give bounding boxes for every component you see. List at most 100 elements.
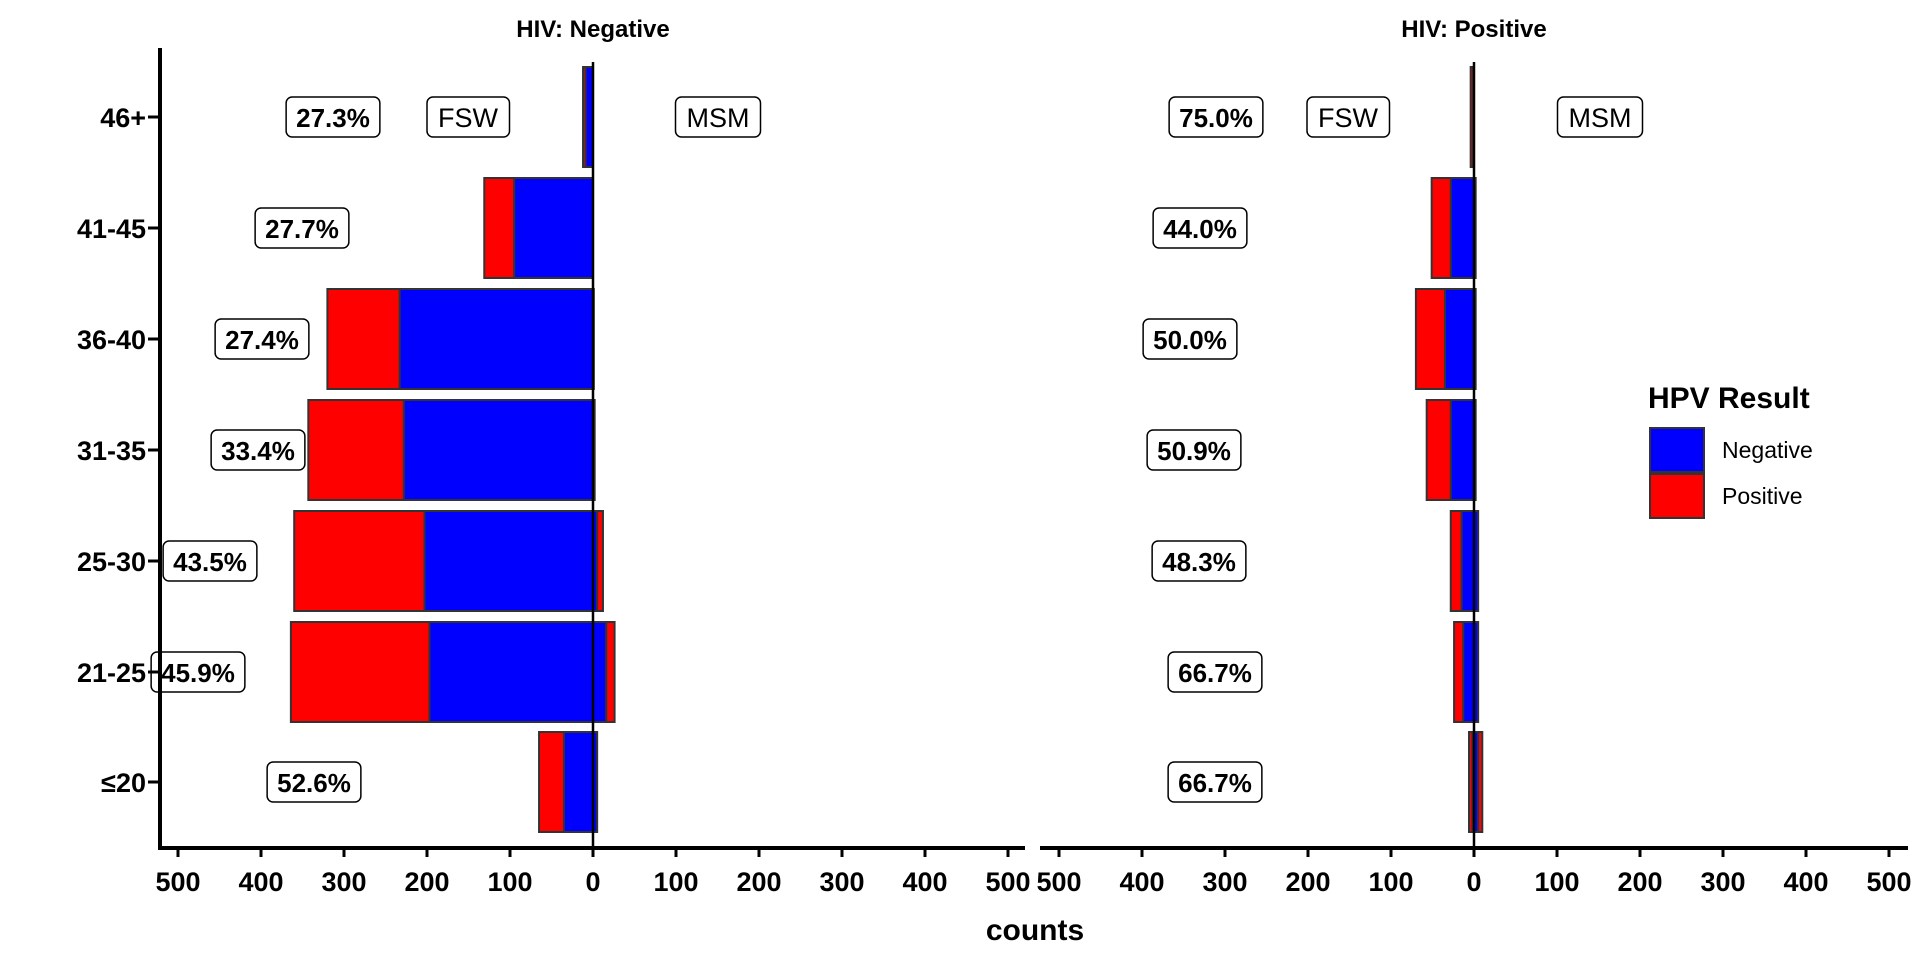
percent-label-box <box>1168 96 1264 138</box>
x-tick-label: 100 <box>487 867 532 897</box>
x-tick-label: 500 <box>1866 867 1911 897</box>
percent-label: 48.3% <box>1162 547 1236 577</box>
bar-positive-fsw-31-35 <box>307 399 405 501</box>
x-axis-title: counts <box>986 914 1084 947</box>
bar-negative-fsw-21-25 <box>1462 621 1475 723</box>
x-tick-label: 100 <box>653 867 698 897</box>
bar-positive-msm-25-30 <box>596 510 604 612</box>
y-tick-label: 21-25 <box>77 658 146 688</box>
bar-positive-fsw-41-45 <box>483 177 516 279</box>
percent-label: 52.6% <box>277 768 351 798</box>
bar-negative-fsw-25-30 <box>423 510 595 612</box>
x-tick-label: 200 <box>736 867 781 897</box>
y-tick-label: ≤20 <box>101 768 146 798</box>
bar-positive-fsw-25-30 <box>293 510 426 612</box>
legend-title: HPV Result <box>1648 382 1810 415</box>
y-tick-label: 31-35 <box>77 436 146 466</box>
group-label-fsw: FSW <box>438 103 499 133</box>
percent-label: 27.7% <box>265 214 339 244</box>
bar-negative-fsw-36-40 <box>1443 288 1475 390</box>
bar-positive-msm-≤20 <box>1477 731 1484 833</box>
percent-label: 27.3% <box>296 103 370 133</box>
x-tick-label: 100 <box>1534 867 1579 897</box>
facet-title-hiv-positive: HIV: Positive <box>1401 16 1546 43</box>
x-tick-label: 400 <box>238 867 283 897</box>
percent-label: 43.5% <box>173 547 247 577</box>
percent-label: 45.9% <box>161 658 235 688</box>
legend-swatch-positive <box>1649 473 1705 519</box>
bar-positive-fsw-36-40 <box>326 288 401 390</box>
x-tick-label: 500 <box>985 867 1030 897</box>
x-tick-label: 300 <box>1202 867 1247 897</box>
legend-label-negative: Negative <box>1722 437 1813 463</box>
group-label-fsw: FSW <box>1318 103 1379 133</box>
bar-positive-fsw-≤20 <box>1468 731 1474 833</box>
x-tick-label: 400 <box>1783 867 1828 897</box>
percent-label-box <box>266 761 362 803</box>
percent-label: 50.9% <box>1157 436 1231 466</box>
bar-negative-fsw-31-35 <box>1449 399 1476 501</box>
y-tick-label: 41-45 <box>77 214 146 244</box>
group-label-box <box>426 96 511 138</box>
percent-label: 66.7% <box>1178 768 1252 798</box>
bar-negative-fsw-21-25 <box>428 621 594 723</box>
percent-label-box <box>214 318 310 360</box>
x-tick-label: 300 <box>819 867 864 897</box>
x-tick-label: 200 <box>1285 867 1330 897</box>
percent-label: 75.0% <box>1179 103 1253 133</box>
bar-negative-fsw-36-40 <box>398 288 594 390</box>
y-tick-label: 25-30 <box>77 547 146 577</box>
bar-positive-fsw-21-25 <box>1453 621 1465 723</box>
percent-label-box <box>254 207 350 249</box>
x-tick-label: 0 <box>585 867 600 897</box>
group-label-box <box>1556 96 1644 138</box>
group-label-box <box>674 96 762 138</box>
x-tick-label: 300 <box>321 867 366 897</box>
percent-label-box <box>1167 651 1263 693</box>
percent-label-box <box>1142 318 1238 360</box>
x-tick-label: 300 <box>1700 867 1745 897</box>
x-tick-label: 200 <box>1617 867 1662 897</box>
bar-negative-msm-21-25 <box>592 621 608 723</box>
x-tick-label: 100 <box>1368 867 1413 897</box>
percent-label-box <box>1152 207 1248 249</box>
group-label-msm: MSM <box>687 103 750 133</box>
percent-label: 44.0% <box>1163 214 1237 244</box>
bar-positive-fsw-25-30 <box>1449 510 1463 612</box>
bar-negative-fsw-31-35 <box>402 399 595 501</box>
percent-label: 33.4% <box>221 436 295 466</box>
bar-positive-fsw-41-45 <box>1430 177 1452 279</box>
percent-label: 66.7% <box>1178 658 1252 688</box>
bar-positive-fsw-31-35 <box>1425 399 1452 501</box>
y-tick-label: 36-40 <box>77 325 146 355</box>
bar-negative-fsw-41-45 <box>513 177 595 279</box>
percent-label-box <box>162 540 258 582</box>
x-tick-label: 500 <box>155 867 200 897</box>
group-label-box <box>1306 96 1391 138</box>
bar-negative-fsw-≤20 <box>562 731 595 833</box>
bar-negative-fsw-25-30 <box>1460 510 1476 612</box>
percent-label-box <box>210 429 306 471</box>
bar-positive-fsw-46+ <box>582 66 587 168</box>
group-label-msm: MSM <box>1569 103 1632 133</box>
x-tick-label: 400 <box>1119 867 1164 897</box>
percent-label-box <box>1146 429 1242 471</box>
legend-swatch-negative <box>1649 427 1705 473</box>
x-tick-label: 200 <box>404 867 449 897</box>
bar-positive-fsw-21-25 <box>289 621 431 723</box>
y-tick-label: 46+ <box>100 103 146 133</box>
x-tick-label: 500 <box>1036 867 1081 897</box>
bar-positive-msm-21-25 <box>605 621 616 723</box>
percent-label-box <box>285 96 381 138</box>
bar-positive-fsw-36-40 <box>1414 288 1446 390</box>
percent-label: 27.4% <box>225 325 299 355</box>
percent-label-box <box>1167 761 1263 803</box>
facet-title-hiv-negative: HIV: Negative <box>516 16 669 43</box>
x-tick-label: 0 <box>1466 867 1481 897</box>
percent-label-box <box>1151 540 1247 582</box>
bar-positive-fsw-≤20 <box>538 731 565 833</box>
legend-label-positive: Positive <box>1722 483 1803 509</box>
bar-negative-fsw-41-45 <box>1449 177 1476 279</box>
x-tick-label: 400 <box>902 867 947 897</box>
